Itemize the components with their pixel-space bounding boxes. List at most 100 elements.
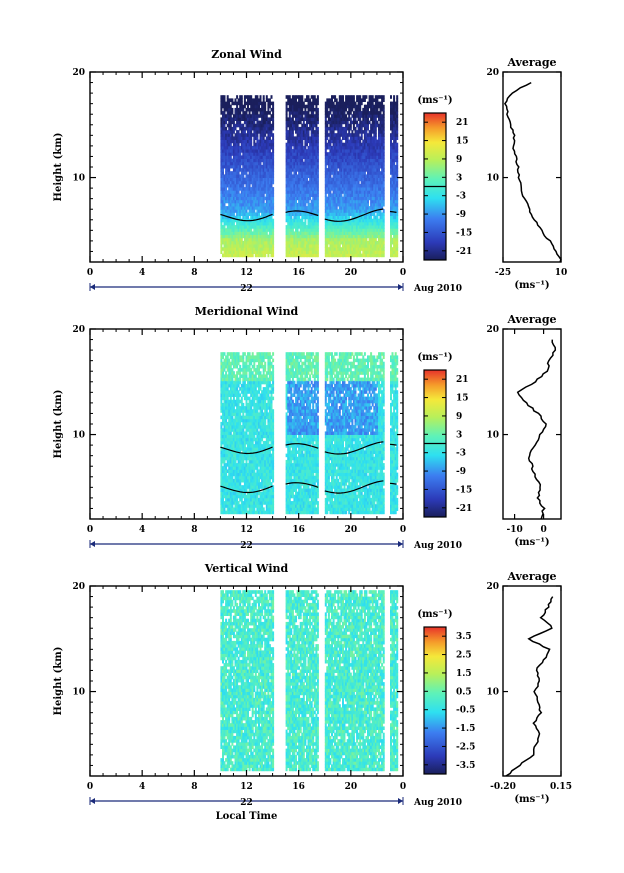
- heatmap-cell: [253, 177, 256, 182]
- heatmap-cell: [264, 177, 267, 182]
- heatmap-cell: [296, 237, 299, 242]
- heatmap-cell: [226, 225, 229, 229]
- heatmap-cell: [270, 228, 273, 232]
- heatmap-cell: [265, 149, 268, 153]
- heatmap-cell: [225, 190, 228, 194]
- heatmap-cell: [310, 240, 313, 245]
- heatmap-cell: [310, 231, 313, 235]
- heatmap-cell: [220, 123, 223, 128]
- heatmap-cell: [258, 231, 260, 235]
- heatmap-cell: [256, 149, 259, 153]
- heatmap-cell: [253, 244, 256, 248]
- heatmap-cell: [270, 247, 273, 251]
- heatmap-cell: [287, 158, 290, 163]
- heatmap-cell: [287, 244, 290, 248]
- heatmap-cell: [295, 158, 297, 163]
- heatmap-cell: [245, 187, 248, 191]
- heatmap-cell: [304, 228, 307, 232]
- heatmap-cell: [296, 145, 299, 150]
- heatmap-cell: [272, 253, 275, 258]
- heatmap-cell: [261, 215, 264, 220]
- heatmap-cell: [316, 120, 319, 125]
- profile-y-tick-label: 20: [486, 68, 499, 78]
- heatmap-cell: [302, 215, 305, 220]
- date-bar-arrow: [398, 284, 403, 290]
- heatmap-cell: [226, 228, 229, 232]
- heatmap-cell: [261, 139, 264, 144]
- heatmap-cell: [301, 231, 304, 235]
- heatmap-cell: [396, 152, 399, 156]
- heatmap-cell: [236, 123, 239, 128]
- colorbar-tick-label: -3: [456, 192, 466, 202]
- heatmap-cell: [307, 95, 310, 99]
- heatmap-cell: [267, 164, 270, 169]
- heatmap-cell: [242, 234, 245, 239]
- heatmap-cell: [228, 98, 231, 102]
- heatmap-cell: [229, 228, 232, 232]
- heatmap-cell: [301, 253, 304, 258]
- heatmap-cell: [295, 104, 297, 109]
- heatmap-cell: [382, 225, 385, 229]
- heatmap-cell: [258, 171, 260, 175]
- heatmap-cell: [267, 104, 270, 109]
- heatmap-cell: [232, 130, 235, 134]
- heatmap-cell: [242, 130, 245, 134]
- heatmap-cell: [229, 206, 232, 210]
- heatmap-cell: [312, 168, 315, 172]
- heatmap-cell: [245, 133, 248, 137]
- heatmap-cell: [288, 114, 291, 118]
- heatmap-cell: [222, 371, 224, 375]
- heatmap-cell: [302, 240, 305, 245]
- heatmap-cell: [226, 111, 229, 115]
- heatmap-cell: [309, 149, 312, 153]
- heatmap-cell: [288, 101, 291, 106]
- heatmap-cell: [251, 247, 254, 251]
- heatmap-cell: [299, 199, 302, 204]
- heatmap-cell: [316, 196, 319, 201]
- heatmap-cell: [262, 199, 265, 204]
- heatmap-cell: [243, 139, 246, 144]
- heatmap-cell: [272, 161, 275, 166]
- heatmap-cell: [396, 212, 399, 216]
- heatmap-cell: [236, 183, 239, 188]
- heatmap-cell: [316, 136, 319, 140]
- heatmap-cell: [304, 183, 307, 188]
- heatmap-cell: [295, 196, 297, 201]
- heatmap-cell: [291, 225, 294, 229]
- heatmap-cell: [290, 107, 293, 112]
- heatmap-cell: [272, 126, 275, 131]
- heatmap-cell: [288, 164, 291, 169]
- heatmap-cell: [310, 237, 313, 242]
- heatmap-cell: [251, 117, 254, 121]
- heatmap-cell: [248, 244, 251, 248]
- heatmap-cell: [382, 158, 385, 163]
- heatmap-cell: [245, 136, 248, 140]
- heatmap-cell: [226, 161, 229, 166]
- heatmap-cell: [258, 247, 260, 251]
- heatmap-cell: [270, 250, 273, 254]
- heatmap-cell: [310, 136, 313, 140]
- heatmap-cell: [310, 244, 313, 248]
- heatmap-cell: [285, 196, 288, 201]
- heatmap-cell: [309, 190, 312, 194]
- heatmap-cell: [231, 126, 234, 131]
- heatmap-cell: [226, 164, 229, 169]
- heatmap-cell: [304, 171, 307, 175]
- heatmap-cell: [265, 193, 268, 197]
- heatmap-cell: [259, 142, 262, 147]
- heatmap-cell: [232, 117, 235, 121]
- heatmap-cell: [226, 177, 229, 182]
- heatmap-cell: [272, 104, 275, 109]
- heatmap-cell: [285, 180, 288, 185]
- heatmap-cell: [285, 218, 288, 223]
- heatmap-cell: [313, 152, 316, 156]
- heatmap-cell: [309, 101, 312, 106]
- heatmap-cell: [316, 212, 319, 216]
- heatmap-cell: [225, 196, 228, 201]
- heatmap-cell: [258, 158, 260, 163]
- heatmap-cell: [250, 199, 253, 204]
- heatmap-cell: [232, 244, 235, 248]
- heatmap-cell: [256, 104, 259, 109]
- heatmap-cell: [225, 228, 228, 232]
- heatmap-cell: [268, 244, 271, 248]
